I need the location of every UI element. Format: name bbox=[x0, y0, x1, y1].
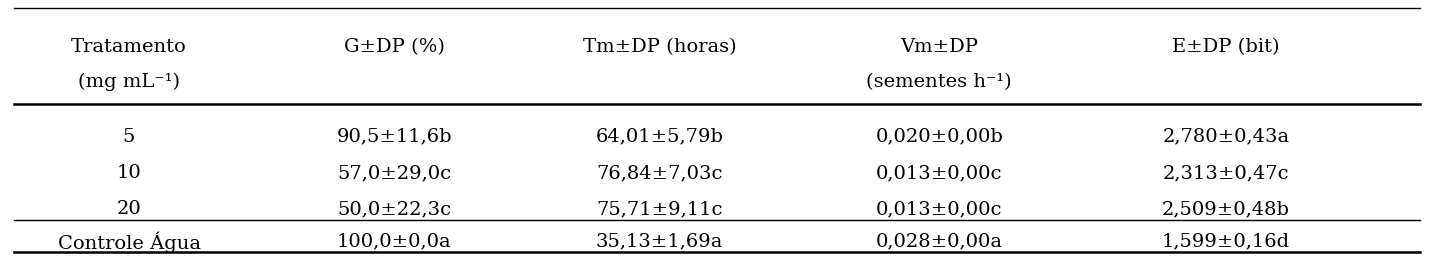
Text: 1,599±0,16d: 1,599±0,16d bbox=[1162, 233, 1291, 251]
Text: 0,013±0,00c: 0,013±0,00c bbox=[876, 200, 1002, 218]
Text: 90,5±11,6b: 90,5±11,6b bbox=[337, 127, 452, 146]
Text: (sementes h⁻¹): (sementes h⁻¹) bbox=[866, 73, 1012, 91]
Text: Tm±DP (horas): Tm±DP (horas) bbox=[582, 38, 737, 56]
Text: 20: 20 bbox=[116, 200, 142, 218]
Text: 0,013±0,00c: 0,013±0,00c bbox=[876, 164, 1002, 182]
Text: 57,0±29,0c: 57,0±29,0c bbox=[337, 164, 452, 182]
Text: (mg mL⁻¹): (mg mL⁻¹) bbox=[77, 73, 181, 91]
Text: Controle Água: Controle Água bbox=[57, 231, 201, 252]
Text: 35,13±1,69a: 35,13±1,69a bbox=[597, 233, 723, 251]
Text: 2,313±0,47c: 2,313±0,47c bbox=[1163, 164, 1289, 182]
Text: 50,0±22,3c: 50,0±22,3c bbox=[337, 200, 452, 218]
Text: 0,020±0,00b: 0,020±0,00b bbox=[875, 127, 1004, 146]
Text: 64,01±5,79b: 64,01±5,79b bbox=[595, 127, 724, 146]
Text: 76,84±7,03c: 76,84±7,03c bbox=[597, 164, 723, 182]
Text: 75,71±9,11c: 75,71±9,11c bbox=[597, 200, 723, 218]
Text: 10: 10 bbox=[116, 164, 142, 182]
Text: Tratamento: Tratamento bbox=[72, 38, 186, 56]
Text: G±DP (%): G±DP (%) bbox=[344, 38, 445, 56]
Text: 0,028±0,00a: 0,028±0,00a bbox=[876, 233, 1002, 251]
Text: 5: 5 bbox=[123, 127, 135, 146]
Text: 100,0±0,0a: 100,0±0,0a bbox=[337, 233, 452, 251]
Text: Vm±DP: Vm±DP bbox=[901, 38, 978, 56]
Text: 2,509±0,48b: 2,509±0,48b bbox=[1162, 200, 1291, 218]
Text: 2,780±0,43a: 2,780±0,43a bbox=[1163, 127, 1289, 146]
Text: E±DP (bit): E±DP (bit) bbox=[1173, 38, 1279, 56]
